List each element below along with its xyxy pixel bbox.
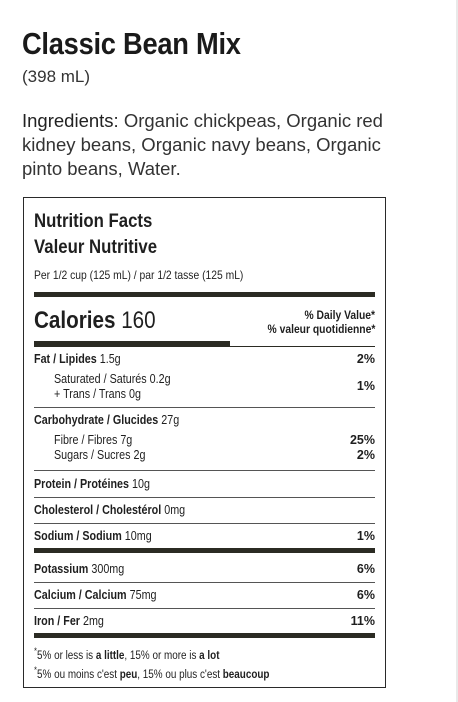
nutrient-row-fat: Fat / Lipides 1.5g 2%: [34, 352, 375, 368]
nutrition-title-fr: Valeur Nutritive: [34, 236, 158, 258]
protein-amount: 10g: [131, 477, 150, 491]
product-size: (398 mL): [22, 67, 91, 86]
nutrition-title-en: Nutrition Facts: [34, 210, 153, 232]
sodium-label: Sodium / Sodium: [34, 529, 122, 543]
ingredients-label: Ingredients:: [22, 110, 119, 131]
nutrient-row-sodium: Sodium / Sodium 10mg 1%: [34, 529, 375, 545]
nutrient-row-fibre: Fibre / Fibres 7g 25%: [34, 433, 375, 449]
saturated-amount: 0.2g: [149, 372, 171, 386]
nutrient-row-potassium: Potassium 300mg 6%: [34, 562, 375, 578]
thick-rule: [34, 548, 375, 553]
dv-header-fr: % valeur quotidienne*: [267, 322, 375, 336]
product-title: Classic Bean Mix: [22, 26, 241, 61]
nutrient-row-cholesterol: Cholesterol / Cholestérol 0mg: [34, 503, 375, 519]
divider: [34, 497, 375, 498]
trans-amount: 0g: [128, 387, 141, 401]
divider: [34, 608, 375, 609]
sugars-amount: 2g: [133, 448, 146, 462]
page-edge: [456, 0, 458, 702]
calories-value: 160: [121, 307, 156, 334]
nutrient-row-iron: Iron / Fer 2mg 11%: [34, 614, 375, 630]
serving-size: Per 1/2 cup (125 mL) / par 1/2 tasse (12…: [34, 268, 244, 282]
divider: [34, 582, 375, 583]
sat-trans-pct: 1%: [356, 379, 375, 393]
protein-label: Protein / Protéines: [34, 477, 129, 491]
carb-label: Carbohydrate / Glucides: [34, 413, 159, 427]
calories: Calories 160: [34, 307, 156, 335]
nutrient-row-saturated: Saturated / Saturés 0.2g: [34, 372, 375, 388]
fat-amount: 1.5g: [99, 352, 121, 366]
thin-rule: [34, 346, 375, 347]
nutrient-row-protein: Protein / Protéines 10g: [34, 477, 375, 493]
iron-pct: 11%: [350, 614, 375, 628]
carb-amount: 27g: [161, 413, 180, 427]
footnote-fr: *5% ou moins c'est peu, 15% ou plus c'es…: [34, 664, 270, 681]
ingredients-list: Organic chickpeas, Organic red kidney be…: [22, 110, 383, 179]
fat-label: Fat / Lipides: [34, 352, 97, 366]
calcium-amount: 75mg: [129, 588, 157, 602]
divider: [34, 470, 375, 471]
daily-value-header: % Daily Value* % valeur quotidienne*: [250, 308, 375, 336]
thick-rule: [34, 633, 375, 638]
sat-trans-pct-row: 1%: [34, 379, 375, 395]
nutrient-row-carbohydrate: Carbohydrate / Glucides 27g: [34, 413, 375, 429]
nutrient-row-sugars: Sugars / Sucres 2g 2%: [34, 448, 375, 464]
calcium-label: Calcium / Calcium: [34, 588, 127, 602]
cholesterol-amount: 0mg: [164, 503, 186, 517]
divider: [34, 523, 375, 524]
sodium-amount: 10mg: [124, 529, 152, 543]
fibre-label: Fibre / Fibres: [54, 433, 118, 447]
ingredients-text: Ingredients: Organic chickpeas, Organic …: [22, 109, 422, 181]
nutrition-facts-panel: Nutrition Facts Valeur Nutritive Per 1/2…: [23, 197, 386, 688]
nutrient-row-calcium: Calcium / Calcium 75mg 6%: [34, 588, 375, 604]
nutrient-row-trans: + Trans / Trans 0g: [34, 387, 375, 403]
thick-rule: [34, 292, 375, 297]
fibre-pct: 25%: [349, 433, 375, 447]
divider: [34, 407, 375, 408]
potassium-amount: 300mg: [91, 562, 125, 576]
iron-label: Iron / Fer: [34, 614, 80, 628]
calcium-pct: 6%: [356, 588, 375, 602]
saturated-label: Saturated / Saturés: [54, 372, 147, 386]
fat-pct: 2%: [356, 352, 375, 366]
calories-bar: [34, 341, 230, 346]
footnote-en: *5% or less is a little, 15% or more is …: [34, 646, 220, 662]
potassium-label: Potassium: [34, 562, 89, 576]
potassium-pct: 6%: [356, 562, 375, 576]
footnote: *5% or less is a little, 15% or more is …: [34, 644, 308, 682]
fibre-amount: 7g: [120, 433, 133, 447]
dv-header-en: % Daily Value*: [304, 308, 375, 322]
cholesterol-label: Cholesterol / Cholestérol: [34, 503, 162, 517]
sugars-label: Sugars / Sucres: [54, 448, 131, 462]
iron-amount: 2mg: [82, 614, 104, 628]
sodium-pct: 1%: [356, 529, 375, 543]
calories-label: Calories: [34, 307, 116, 334]
sugars-pct: 2%: [356, 448, 375, 462]
trans-label: + Trans / Trans: [54, 387, 126, 401]
